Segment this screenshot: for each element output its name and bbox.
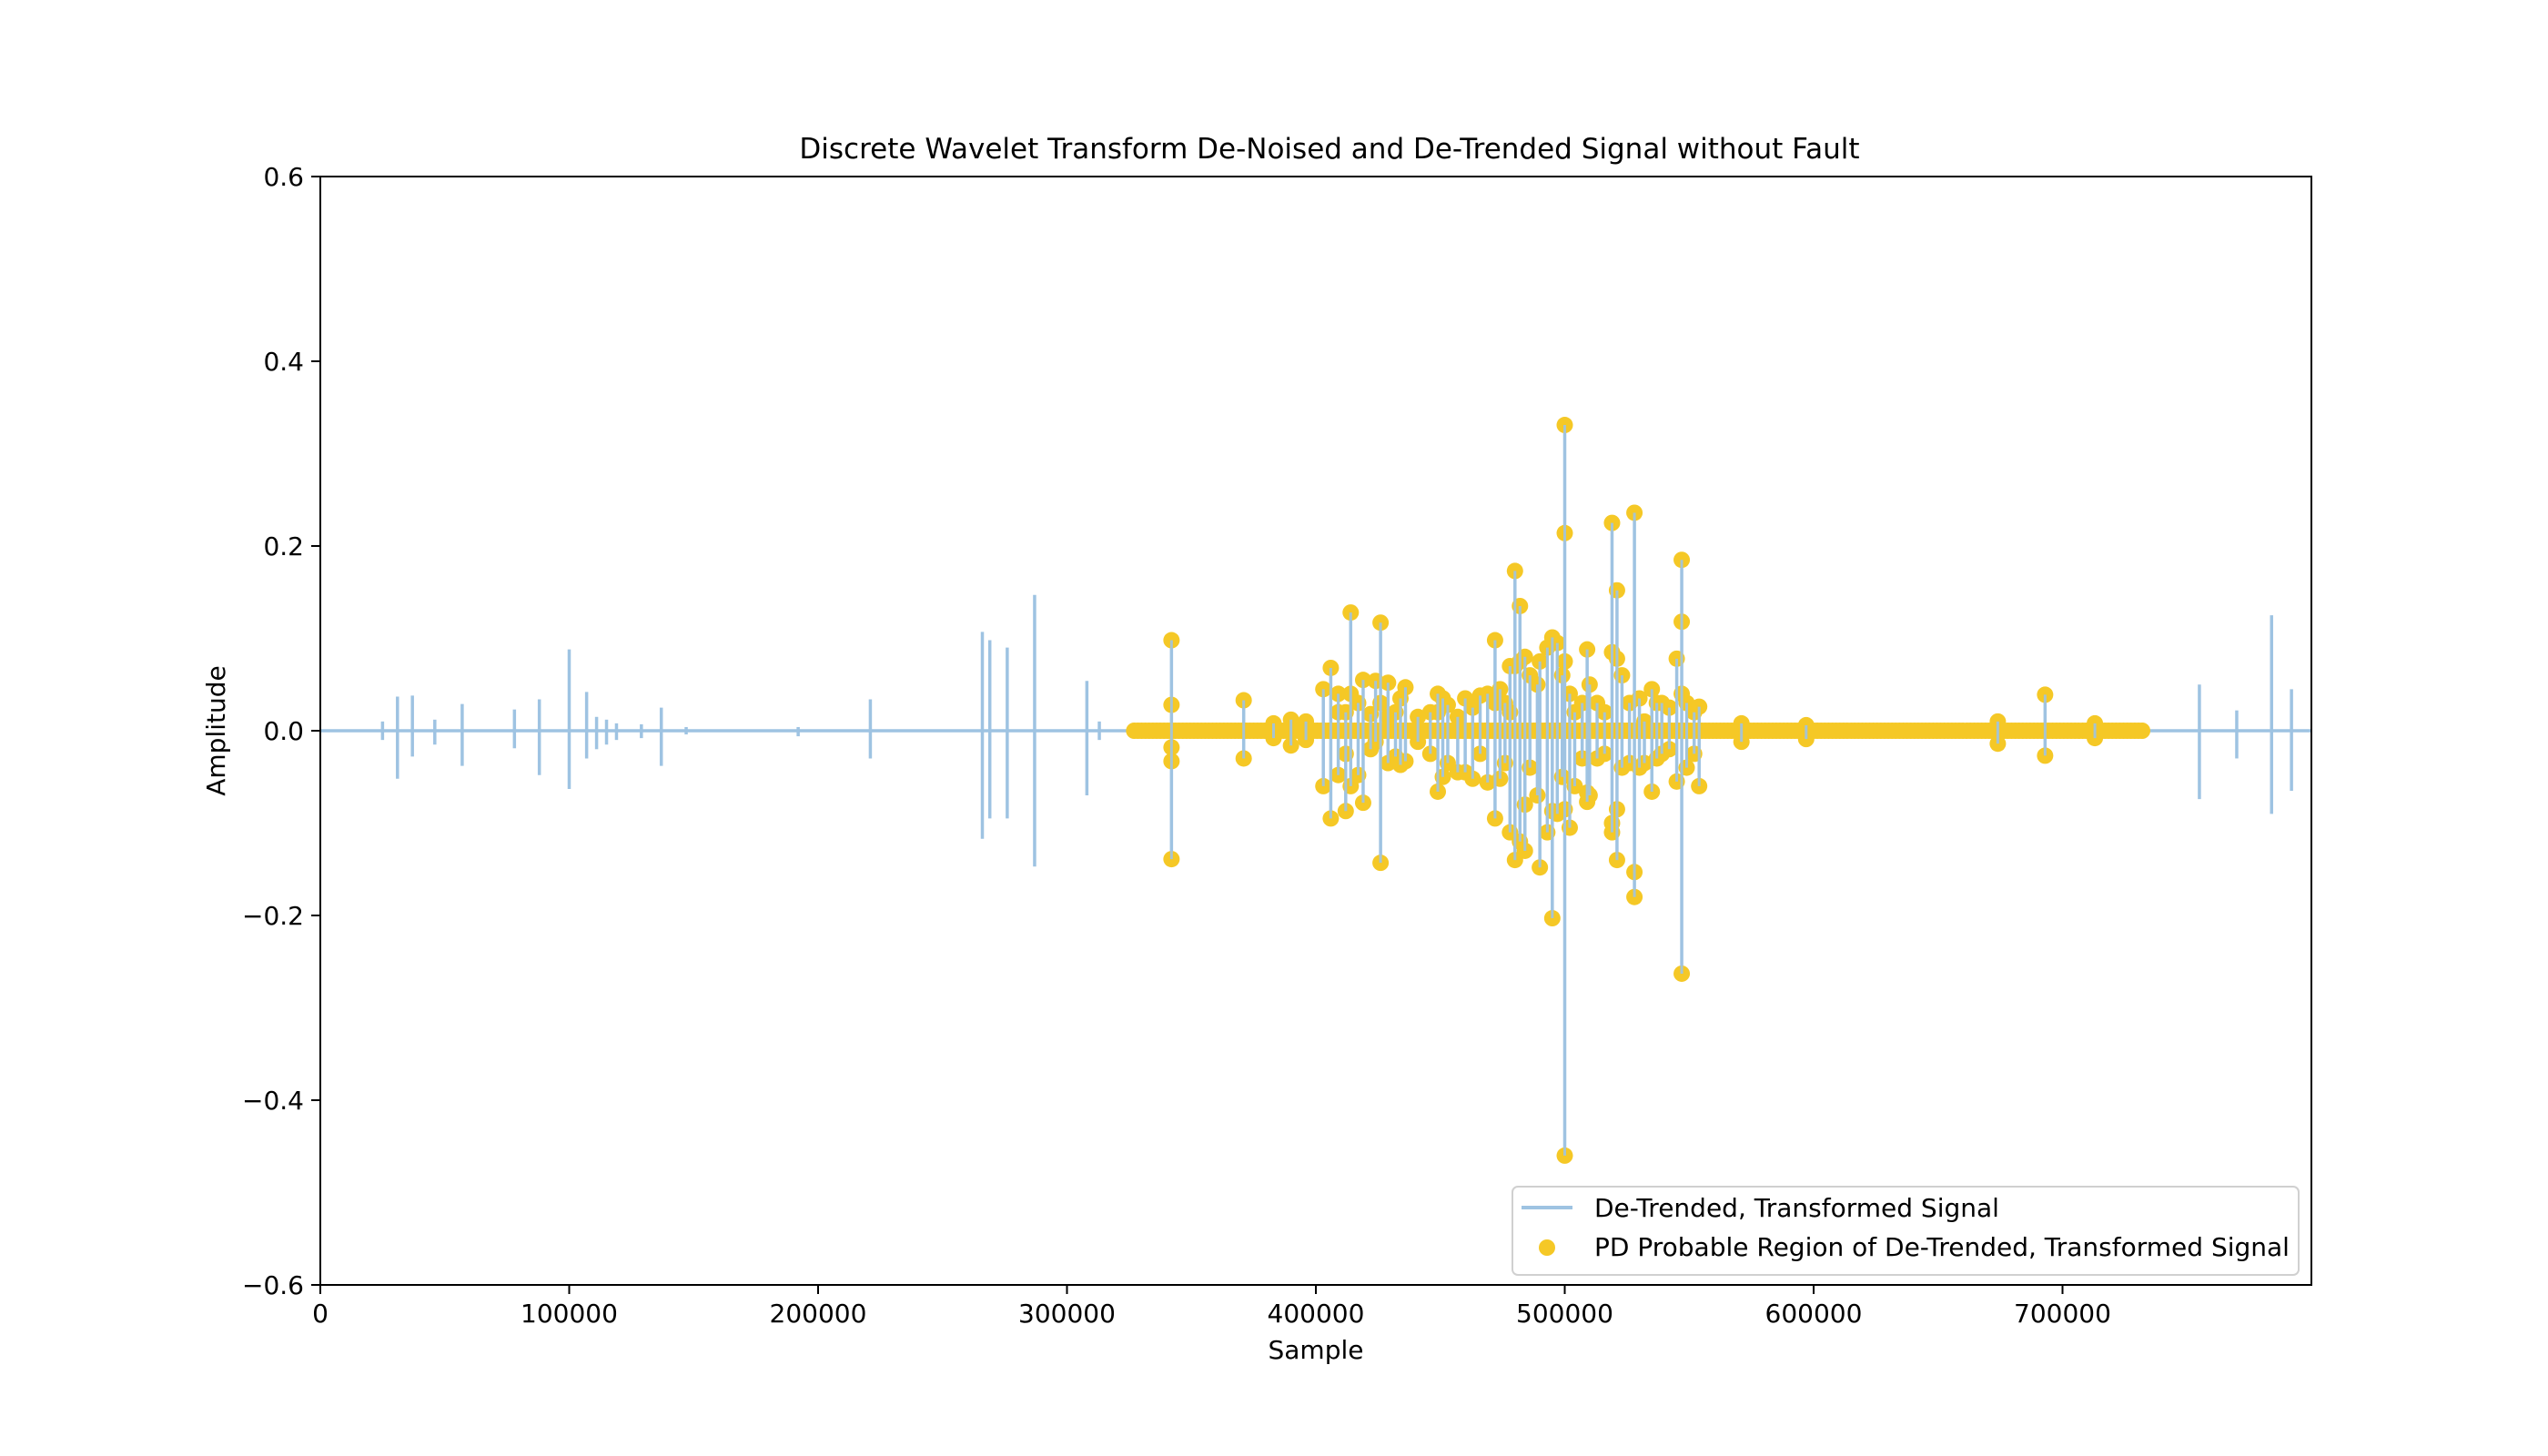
legend-label-scatter: PD Probable Region of De-Trended, Transf… (1594, 1232, 2290, 1262)
legend-box (1512, 1186, 2300, 1276)
y-tick-label: −0.4 (242, 1086, 304, 1116)
legend: De-Trended, Transformed Signal PD Probab… (1512, 1186, 2300, 1276)
x-tick-label: 0 (312, 1299, 329, 1329)
y-tick-label: −0.2 (242, 901, 304, 931)
pd-point (2134, 723, 2151, 739)
plot-area-points (1126, 417, 2151, 1164)
x-tick-label: 500000 (1516, 1299, 1613, 1329)
y-tick-label: −0.6 (242, 1270, 304, 1300)
y-tick-label: 0.0 (263, 716, 304, 746)
x-tick-label: 200000 (770, 1299, 867, 1329)
x-axis-label: Sample (1269, 1335, 1364, 1365)
x-tick-label: 700000 (2014, 1299, 2111, 1329)
legend-dot-swatch (1539, 1239, 1555, 1256)
y-axis: −0.6 −0.4 −0.2 0.0 0.2 0.4 0.6 (242, 162, 320, 1300)
y-tick-label: 0.4 (263, 347, 304, 377)
y-tick-label: 0.6 (263, 162, 304, 192)
legend-label-line: De-Trended, Transformed Signal (1594, 1193, 1999, 1223)
x-axis: 0 100000 200000 300000 400000 500000 600000 700… (312, 1285, 2111, 1329)
y-axis-label: Amplitude (201, 665, 231, 796)
y-tick-label: 0.2 (263, 531, 304, 561)
chart-title: Discrete Wavelet Transform De-Noised and… (799, 133, 1859, 166)
x-tick-label: 400000 (1268, 1299, 1365, 1329)
x-tick-label: 600000 (1765, 1299, 1863, 1329)
x-tick-label: 100000 (521, 1299, 618, 1329)
x-tick-label: 300000 (1018, 1299, 1116, 1329)
